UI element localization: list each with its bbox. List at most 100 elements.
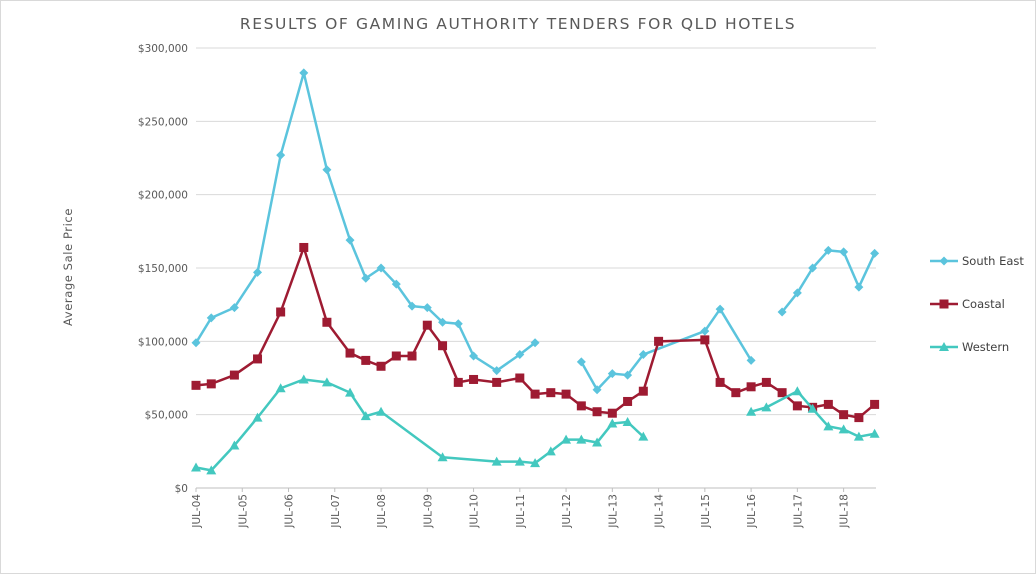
data-point-coastal bbox=[854, 413, 864, 423]
data-point-south-east bbox=[592, 385, 602, 395]
data-point-coastal bbox=[469, 374, 479, 384]
data-point-coastal bbox=[761, 377, 771, 387]
y-axis-ticks: $0 $50,000 $100,000 $150,000 $200,000 $250,00… bbox=[138, 43, 188, 495]
data-point-south-east bbox=[391, 279, 401, 289]
data-point-western bbox=[607, 418, 618, 428]
data-point-south-east bbox=[361, 273, 371, 283]
chart-title: RESULTS OF GAMING AUTHORITY TENDERS FOR … bbox=[240, 15, 796, 33]
data-point-western bbox=[229, 440, 240, 450]
data-point-south-east bbox=[777, 307, 787, 317]
data-point-south-east bbox=[576, 357, 586, 367]
data-point-south-east bbox=[422, 303, 432, 313]
data-point-western bbox=[275, 383, 286, 393]
x-tick-label: JUL-16 bbox=[746, 494, 758, 529]
data-point-coastal bbox=[623, 396, 633, 406]
x-tick-label: JUL-11 bbox=[515, 494, 527, 529]
data-point-coastal bbox=[746, 382, 756, 392]
x-tick-label: JUL-07 bbox=[330, 494, 342, 529]
data-point-south-east bbox=[438, 317, 448, 327]
x-tick-label: JUL-10 bbox=[469, 494, 481, 529]
data-point-south-east bbox=[407, 301, 417, 311]
data-point-south-east bbox=[854, 282, 864, 292]
x-tick-label: JUL-09 bbox=[422, 494, 434, 529]
x-tick-label: JUL-13 bbox=[607, 494, 619, 529]
data-point-coastal bbox=[515, 373, 525, 383]
data-point-south-east bbox=[276, 150, 286, 160]
data-point-coastal bbox=[638, 386, 648, 396]
data-point-coastal bbox=[700, 335, 710, 345]
y-tick-label: $250,000 bbox=[138, 116, 188, 128]
data-point-western bbox=[792, 386, 803, 396]
data-point-western bbox=[853, 431, 864, 441]
data-point-coastal bbox=[546, 388, 556, 398]
data-point-south-east bbox=[345, 235, 355, 245]
data-point-south-east bbox=[870, 248, 880, 258]
data-point-western bbox=[360, 411, 371, 421]
data-point-south-east bbox=[839, 247, 849, 257]
data-point-coastal bbox=[345, 348, 355, 358]
data-point-western bbox=[545, 446, 556, 456]
y-tick-label: $50,000 bbox=[145, 410, 188, 422]
x-tick-label: JUL-15 bbox=[700, 494, 712, 529]
data-point-coastal bbox=[792, 401, 802, 411]
legend-label-western: Western bbox=[962, 340, 1009, 354]
legend-marker-coastal bbox=[939, 299, 949, 309]
data-point-south-east bbox=[469, 351, 479, 361]
data-point-south-east bbox=[253, 267, 263, 277]
data-point-western bbox=[622, 417, 633, 426]
data-point-western bbox=[838, 424, 849, 434]
y-tick-label: $200,000 bbox=[138, 190, 188, 202]
data-point-western bbox=[807, 403, 818, 413]
data-point-south-east bbox=[191, 338, 201, 348]
data-point-coastal bbox=[823, 399, 833, 409]
legend: South East Coastal Western bbox=[930, 254, 1024, 354]
data-point-coastal bbox=[654, 336, 664, 346]
series-line-western bbox=[195, 378, 645, 472]
series-line-south-east bbox=[580, 307, 753, 391]
data-point-south-east bbox=[638, 350, 648, 360]
data-point-western bbox=[561, 434, 572, 444]
data-point-coastal bbox=[422, 320, 432, 330]
x-tick-label: JUL-08 bbox=[376, 494, 388, 529]
data-point-south-east bbox=[823, 245, 833, 255]
data-point-coastal bbox=[731, 388, 741, 398]
data-point-coastal bbox=[530, 389, 540, 399]
x-tick-label: JUL-14 bbox=[654, 494, 666, 529]
data-point-western bbox=[252, 412, 263, 422]
data-point-coastal bbox=[276, 307, 286, 317]
data-point-south-east bbox=[206, 313, 216, 323]
data-point-south-east bbox=[623, 370, 633, 380]
x-tick-label: JUL-17 bbox=[792, 494, 804, 529]
data-point-south-east bbox=[715, 304, 725, 314]
data-point-coastal bbox=[492, 377, 502, 387]
data-point-coastal bbox=[870, 399, 880, 409]
legend-item-western: Western bbox=[930, 340, 1009, 354]
series-south-east bbox=[191, 68, 880, 395]
x-tick-label: JUL-12 bbox=[561, 494, 573, 529]
data-point-coastal bbox=[607, 408, 617, 418]
data-point-south-east bbox=[492, 366, 502, 376]
data-point-western bbox=[514, 456, 525, 466]
data-point-coastal bbox=[592, 407, 602, 417]
x-axis-ticks: JUL-04 JUL-05 JUL-06 JUL-07 JUL-08 JUL-09 JUL-… bbox=[191, 488, 851, 529]
data-point-coastal bbox=[453, 377, 463, 387]
data-point-coastal bbox=[438, 341, 448, 351]
series-western bbox=[191, 374, 880, 475]
x-tick-label: JUL-04 bbox=[191, 494, 203, 529]
y-axis-label: Average Sale Price bbox=[61, 208, 75, 326]
data-point-western bbox=[530, 458, 541, 468]
data-point-south-east bbox=[515, 350, 525, 360]
data-point-western bbox=[376, 406, 387, 416]
data-point-south-east bbox=[453, 319, 463, 329]
data-point-western bbox=[746, 406, 757, 416]
legend-marker-western bbox=[939, 342, 949, 351]
series-coastal bbox=[191, 242, 880, 423]
data-point-western bbox=[206, 465, 217, 475]
data-point-coastal bbox=[361, 355, 371, 365]
data-point-coastal bbox=[576, 401, 586, 411]
y-tick-label: $300,000 bbox=[138, 43, 188, 55]
data-point-south-east bbox=[299, 68, 309, 78]
legend-marker-south-east bbox=[939, 256, 949, 266]
data-point-western bbox=[298, 374, 309, 384]
